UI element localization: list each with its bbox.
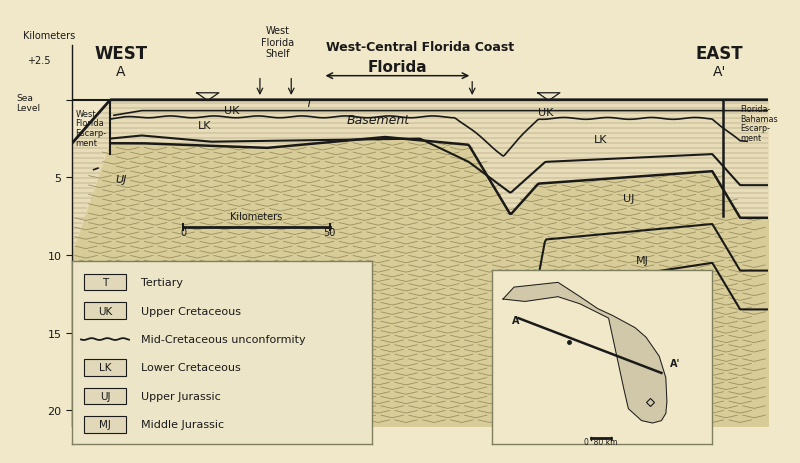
Text: West-Central Florida Coast: West-Central Florida Coast (326, 41, 514, 54)
FancyBboxPatch shape (84, 303, 126, 319)
Text: Tertiary: Tertiary (141, 278, 183, 288)
Text: A: A (116, 65, 126, 79)
Text: Middle Jurassic: Middle Jurassic (141, 419, 224, 429)
Text: MJ: MJ (636, 255, 649, 265)
Text: UK: UK (538, 108, 553, 118)
Text: Florida-
Bahamas
Escarp-
ment: Florida- Bahamas Escarp- ment (740, 105, 778, 143)
FancyBboxPatch shape (84, 388, 126, 404)
Text: 50: 50 (323, 227, 336, 238)
Text: MJ: MJ (99, 419, 111, 429)
Text: T: T (102, 278, 108, 288)
Text: LK: LK (198, 121, 211, 131)
Text: West
Florida
Escarp-
ment: West Florida Escarp- ment (75, 109, 106, 147)
Text: UJ: UJ (100, 391, 110, 401)
Polygon shape (503, 283, 667, 423)
Text: UJ: UJ (115, 175, 126, 185)
Text: WEST: WEST (94, 45, 147, 63)
Text: Florida: Florida (368, 60, 427, 75)
Text: UJ: UJ (623, 193, 634, 203)
Text: Lower Cretaceous: Lower Cretaceous (141, 363, 241, 373)
FancyBboxPatch shape (84, 416, 126, 432)
Text: A: A (512, 315, 519, 325)
Text: Upper Cretaceous: Upper Cretaceous (141, 306, 241, 316)
Text: T: T (306, 99, 312, 108)
Text: 0  80 km: 0 80 km (584, 438, 618, 446)
Text: +2.5: +2.5 (26, 56, 50, 65)
Text: 0: 0 (180, 227, 186, 238)
FancyBboxPatch shape (84, 275, 126, 291)
Text: Upper Jurassic: Upper Jurassic (141, 391, 221, 401)
Text: LK: LK (594, 134, 608, 144)
Text: A': A' (713, 65, 726, 79)
Text: LK: LK (98, 363, 111, 373)
Text: EAST: EAST (695, 45, 743, 63)
Text: UK: UK (224, 106, 240, 116)
Text: Basement: Basement (346, 114, 410, 127)
Text: Sea
Level: Sea Level (16, 94, 41, 113)
Text: Kilometers: Kilometers (23, 31, 75, 41)
FancyBboxPatch shape (84, 359, 126, 376)
Text: Mid-Cretaceous unconformity: Mid-Cretaceous unconformity (141, 334, 306, 344)
Text: A': A' (670, 358, 681, 368)
Text: UK: UK (98, 306, 112, 316)
Text: West
Florida
Shelf: West Florida Shelf (261, 26, 294, 59)
Text: Kilometers: Kilometers (230, 212, 282, 222)
